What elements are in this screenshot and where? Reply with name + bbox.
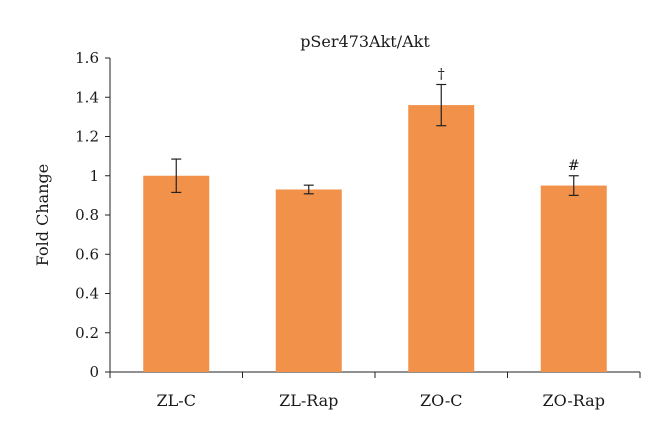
significance-marker: †	[438, 66, 445, 82]
bar-zl-rap	[275, 189, 342, 372]
y-tick-label: 0	[89, 363, 99, 381]
bar-zo-rap	[540, 185, 607, 372]
y-tick-label: 0.8	[75, 206, 99, 224]
category-label: ZO-Rap	[543, 391, 605, 410]
y-axis-label: Fold Change	[33, 164, 52, 266]
bar-zo-c	[408, 105, 475, 372]
category-label: ZO-C	[420, 391, 462, 410]
error-bars	[171, 83, 579, 196]
y-tick-label: 1.6	[75, 49, 99, 67]
y-tick-label: 0.4	[75, 285, 99, 303]
y-tick-label: 1	[89, 167, 99, 185]
chart-title: pSer473Akt/Akt	[300, 32, 430, 51]
significance-markers: †#	[438, 66, 580, 173]
y-tick-label: 1.2	[75, 128, 99, 146]
x-axis	[109, 371, 641, 378]
y-axis: 0 0.2 0.4 0.6 0.8 1 1.2 1.4 1.6	[75, 49, 111, 381]
bars	[143, 105, 607, 372]
y-tick-label: 1.4	[75, 88, 99, 106]
y-tick-label: 0.6	[75, 245, 99, 263]
category-label: ZL-Rap	[279, 391, 338, 410]
bar-zl-c	[143, 175, 210, 372]
y-tick-label: 0.2	[75, 324, 99, 342]
significance-marker: #	[568, 158, 580, 174]
category-label: ZL-C	[157, 391, 196, 410]
category-labels: ZL-C ZL-Rap ZO-C ZO-Rap	[157, 391, 605, 410]
